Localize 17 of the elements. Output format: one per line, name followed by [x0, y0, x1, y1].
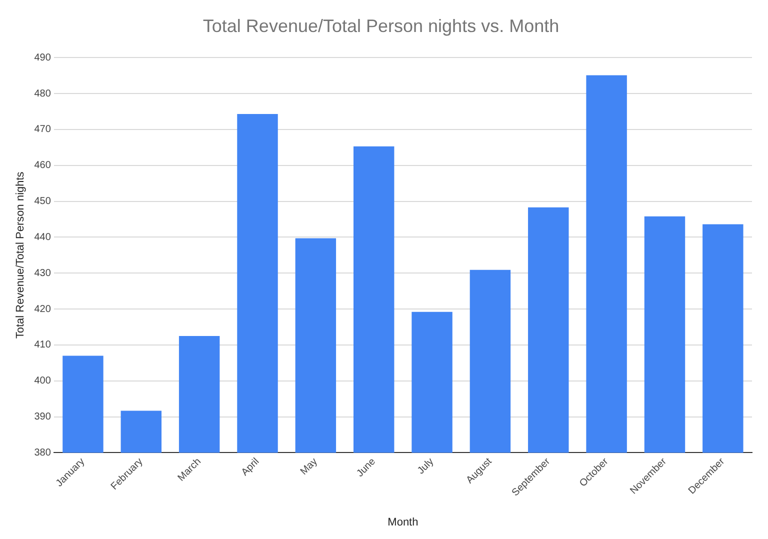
y-tick-label: 450 — [34, 196, 52, 208]
x-axis-title: Month — [388, 516, 418, 528]
y-tick-label: 380 — [34, 447, 52, 458]
y-axis-title: Total Revenue/Total Person nights — [14, 171, 27, 339]
y-tick-label: 390 — [34, 412, 52, 423]
y-tick-label: 460 — [34, 160, 52, 172]
chart-title: Total Revenue/Total Person nights vs. Month — [202, 16, 560, 36]
y-tick-label: 400 — [34, 376, 52, 387]
y-tick-label: 440 — [34, 232, 52, 243]
y-tick-label: 410 — [34, 340, 52, 351]
x-tick-label: July — [416, 456, 436, 477]
y-tick-label: 420 — [34, 304, 52, 315]
y-tick-label: 430 — [34, 268, 52, 279]
x-tick-label: May — [298, 456, 320, 478]
y-tick-label: 470 — [34, 124, 52, 136]
y-tick-label: 490 — [34, 52, 52, 64]
y-tick-label: 480 — [34, 88, 52, 100]
